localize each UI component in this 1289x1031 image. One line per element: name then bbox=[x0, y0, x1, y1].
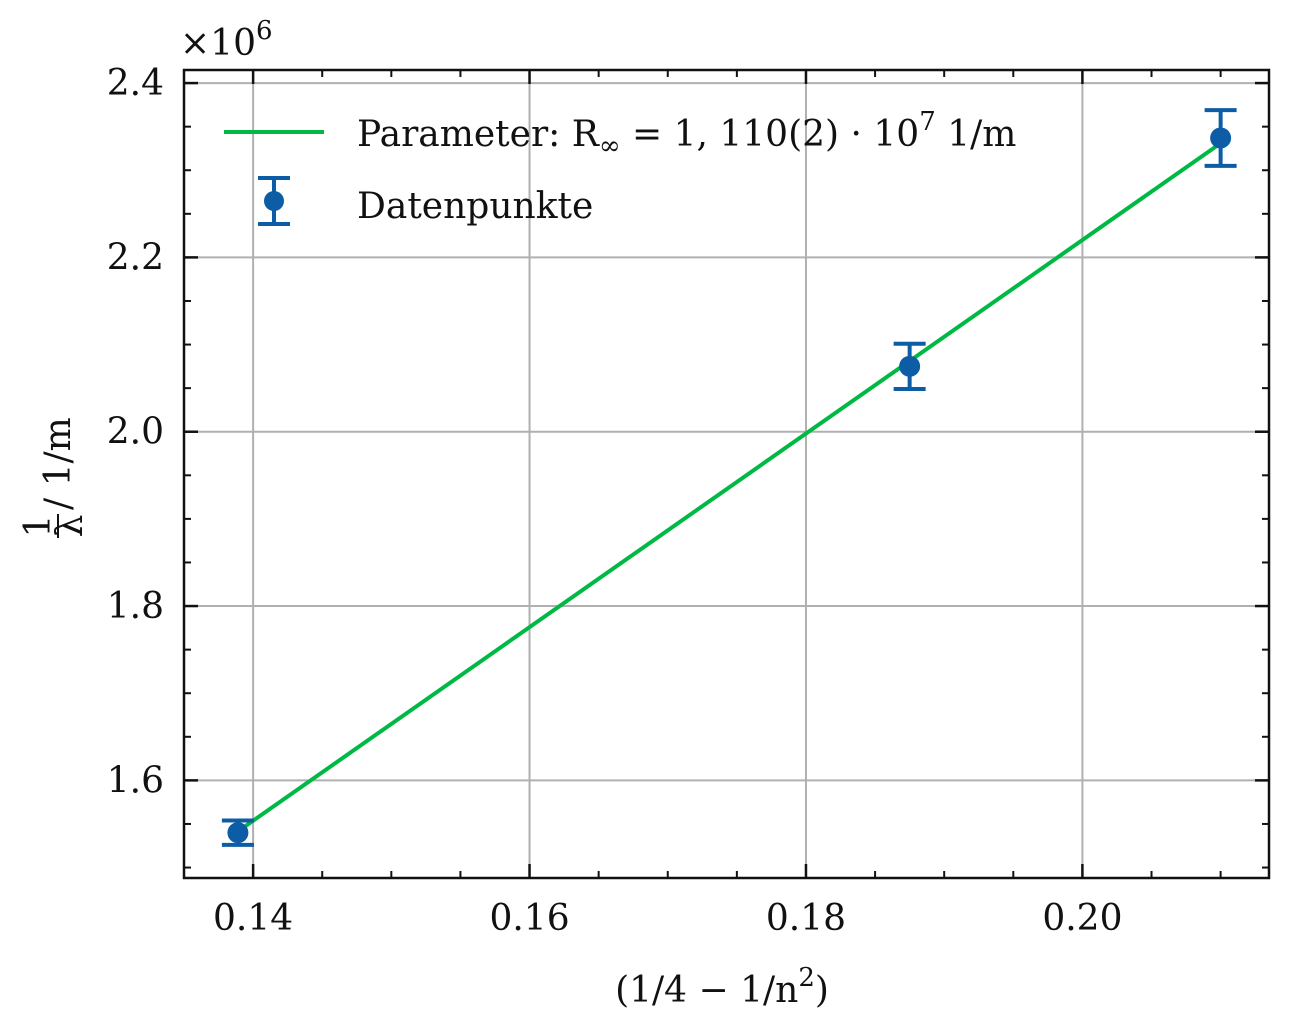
legend-fit-subscript: ∞ bbox=[599, 131, 621, 161]
y-tick-label: 1.8 bbox=[107, 586, 164, 627]
y-axis-label: 1 λ / 1/m bbox=[18, 417, 91, 538]
legend-errorbar-swatch bbox=[258, 176, 290, 226]
x-axis-label-exponent: 2 bbox=[798, 963, 815, 993]
y-multiplier-base: ×10 bbox=[180, 23, 256, 64]
x-tick-label: 0.14 bbox=[213, 898, 293, 939]
grid-lines bbox=[184, 70, 1269, 878]
data-point bbox=[899, 355, 921, 377]
data-point bbox=[227, 822, 249, 844]
x-tick-label: 0.20 bbox=[1042, 898, 1122, 939]
major-ticks bbox=[184, 70, 1269, 878]
y-tick-label: 2.2 bbox=[107, 237, 164, 278]
x-axis-label: (1/4 − 1/n2) bbox=[615, 963, 829, 1011]
legend-errorbar-marker bbox=[264, 191, 284, 211]
legend: Parameter: R∞ = 1, 110(2) · 107 1/m Date… bbox=[224, 107, 1016, 227]
y-axis-label-denominator: λ bbox=[50, 515, 91, 538]
y-axis-multiplier: ×106 bbox=[180, 16, 273, 64]
legend-fit-part-3: 1/m bbox=[936, 114, 1017, 155]
series-layer bbox=[221, 108, 1237, 847]
data-point bbox=[1210, 127, 1232, 149]
y-tick-label: 2.4 bbox=[107, 63, 164, 104]
x-tick-label: 0.16 bbox=[489, 898, 569, 939]
tick-labels: 0.14 0.16 0.18 0.20 1.6 1.8 2.0 2.2 2.4 bbox=[107, 63, 1123, 939]
plot-frame bbox=[182, 68, 1271, 880]
y-axis-label-unit: / 1/m bbox=[38, 417, 79, 510]
y-multiplier-exponent: 6 bbox=[256, 16, 273, 46]
legend-fit-superscript: 7 bbox=[919, 107, 936, 137]
legend-label-data: Datenpunkte bbox=[357, 186, 593, 227]
x-axis-label-close: ) bbox=[815, 970, 829, 1011]
x-tick-label: 0.18 bbox=[766, 898, 846, 939]
x-axis-label-main: (1/4 − 1/n bbox=[615, 970, 798, 1011]
y-tick-label: 1.6 bbox=[107, 760, 164, 801]
legend-fit-part-2: = 1, 110(2) · 10 bbox=[621, 114, 920, 155]
legend-label-fit: Parameter: R∞ = 1, 110(2) · 107 1/m bbox=[357, 107, 1016, 161]
y-axis-label-numerator: 1 bbox=[18, 515, 59, 538]
fit-line bbox=[236, 141, 1222, 834]
legend-fit-part-1: Parameter: R bbox=[357, 114, 600, 155]
y-tick-label: 2.0 bbox=[107, 412, 164, 453]
